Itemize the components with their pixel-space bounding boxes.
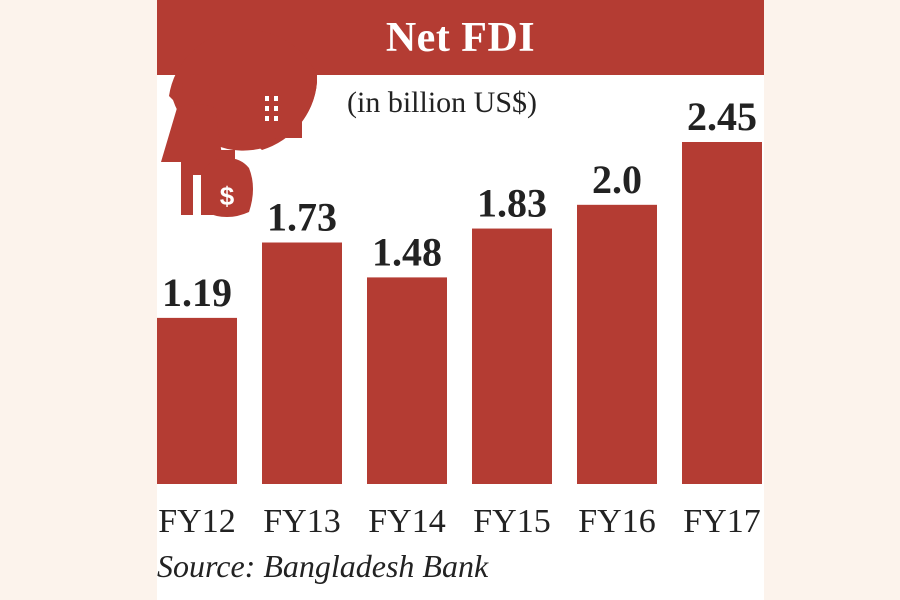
- svg-text:$: $: [220, 181, 235, 211]
- bar-fy14: [367, 277, 447, 484]
- chart-title: Net FDI: [385, 14, 536, 61]
- bar-fy17: [682, 142, 762, 484]
- value-label-fy12: 1.19: [162, 270, 232, 315]
- x-tick-fy13: FY13: [263, 503, 340, 540]
- value-label-fy17: 2.45: [687, 94, 757, 139]
- value-label-fy14: 1.48: [372, 229, 442, 274]
- bars-group: [157, 142, 762, 484]
- chart-subtitle: (in billion US$): [347, 86, 538, 119]
- value-label-fy13: 1.73: [267, 195, 337, 240]
- investor-money-buildings-icon: $: [161, 29, 317, 217]
- bar-fy13: [262, 242, 342, 484]
- bar-chart: $ 1.191.731.481.832.02.45 FY12 FY13 FY14 FY…: [157, 29, 762, 540]
- x-tick-fy16: FY16: [578, 503, 655, 540]
- bar-fy15: [472, 228, 552, 484]
- x-tick-fy12: FY12: [158, 503, 235, 540]
- bar-fy16: [577, 204, 657, 484]
- x-tick-labels-group: FY12 FY13 FY14 FY15 FY16 FY17: [158, 503, 760, 540]
- value-label-fy16: 2.0: [592, 157, 642, 202]
- source-note: Source: Bangladesh Bank: [157, 548, 489, 584]
- x-tick-fy14: FY14: [368, 503, 445, 540]
- value-label-fy15: 1.83: [477, 181, 547, 226]
- x-tick-fy17: FY17: [683, 503, 760, 540]
- bar-fy12: [157, 317, 237, 484]
- value-labels-group: 1.19 1.73 1.48 1.83 2.0 2.45: [162, 94, 757, 315]
- x-tick-fy15: FY15: [473, 503, 550, 540]
- chart-panel: Net FDI $ 1.19 1.73 1.48 1.83 2.0 2.45 FY12 FY…: [157, 0, 764, 600]
